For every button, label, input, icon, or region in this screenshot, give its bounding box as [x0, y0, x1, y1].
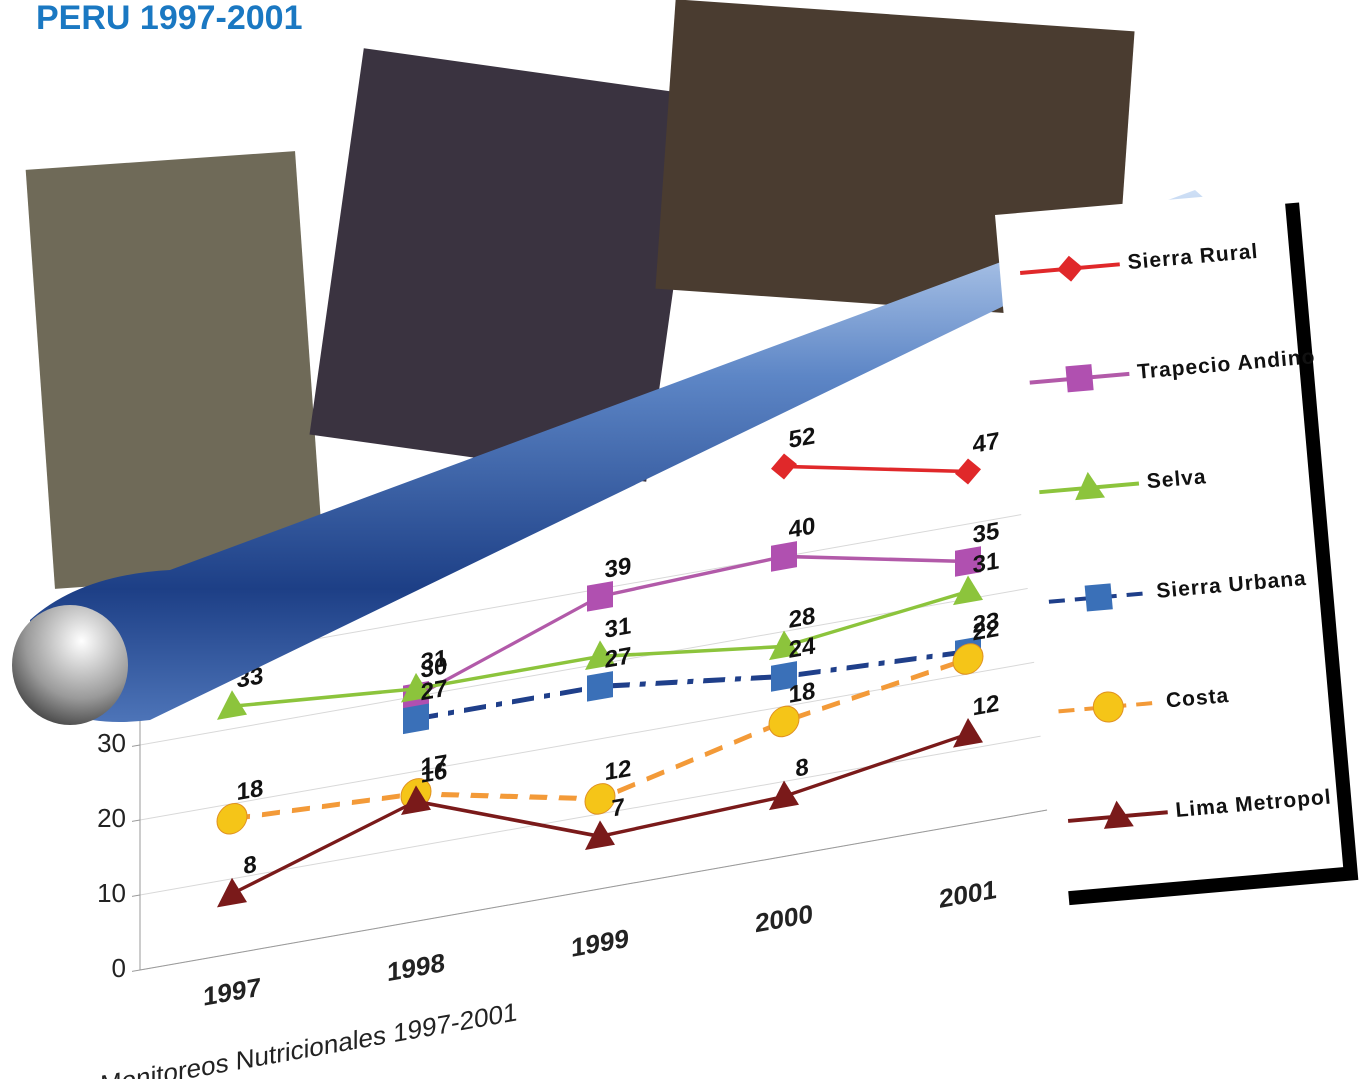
data-label: 35 [973, 517, 1000, 548]
data-label: 8 [243, 851, 256, 880]
curl-end [12, 605, 128, 725]
x-tick-label: 2000 [755, 898, 813, 938]
tick-mark [132, 970, 140, 971]
x-tick-label: 2001 [939, 874, 997, 914]
data-label: 18 [789, 677, 816, 708]
legend-box [995, 190, 1343, 893]
data-label: 27 [605, 642, 632, 673]
tick-mark [132, 895, 140, 896]
data-label: 47 [973, 427, 1000, 458]
data-label: 18 [237, 775, 264, 806]
point [587, 671, 613, 702]
point [771, 541, 797, 572]
point [769, 704, 799, 739]
point [217, 801, 247, 836]
legend-marker [1085, 583, 1113, 611]
page: PERU 1997-2001 0 10 20 30 40 1997 1998 1999 2000… [0, 0, 1359, 1079]
data-label: 31 [973, 547, 1000, 578]
data-label: 16 [421, 757, 448, 788]
x-tick-label: 1999 [571, 923, 629, 963]
y-tick-label: 10 [97, 878, 126, 908]
data-label: 39 [605, 552, 632, 583]
data-label: 12 [973, 690, 1000, 721]
tick-mark [132, 820, 140, 821]
page-title: PERU 1997-2001 [36, 0, 303, 37]
data-label: 22 [973, 615, 1000, 646]
point [403, 704, 429, 735]
data-label: 8 [795, 754, 808, 783]
data-label: 40 [789, 512, 816, 543]
y-tick-label: 20 [97, 803, 126, 833]
legend-marker [1065, 364, 1093, 392]
point [771, 451, 797, 482]
tick-mark [132, 745, 140, 746]
data-label: 24 [789, 632, 816, 664]
source-note: Monitoreos Nutricionales 1997-2001 [100, 996, 517, 1079]
y-tick-label: 30 [97, 728, 126, 758]
point [587, 581, 613, 612]
x-tick-label: 1998 [387, 947, 445, 987]
data-label: 31 [605, 612, 632, 643]
x-tick-label: 1997 [203, 972, 261, 1012]
data-label: 27 [421, 675, 448, 706]
y-tick-label: 0 [112, 953, 126, 983]
data-label: 28 [789, 602, 816, 633]
data-label: 52 [789, 422, 816, 453]
point [955, 456, 981, 487]
data-label: 7 [611, 794, 624, 823]
data-label: 12 [605, 755, 632, 786]
photo [26, 151, 325, 589]
data-label: 31 [421, 645, 448, 676]
